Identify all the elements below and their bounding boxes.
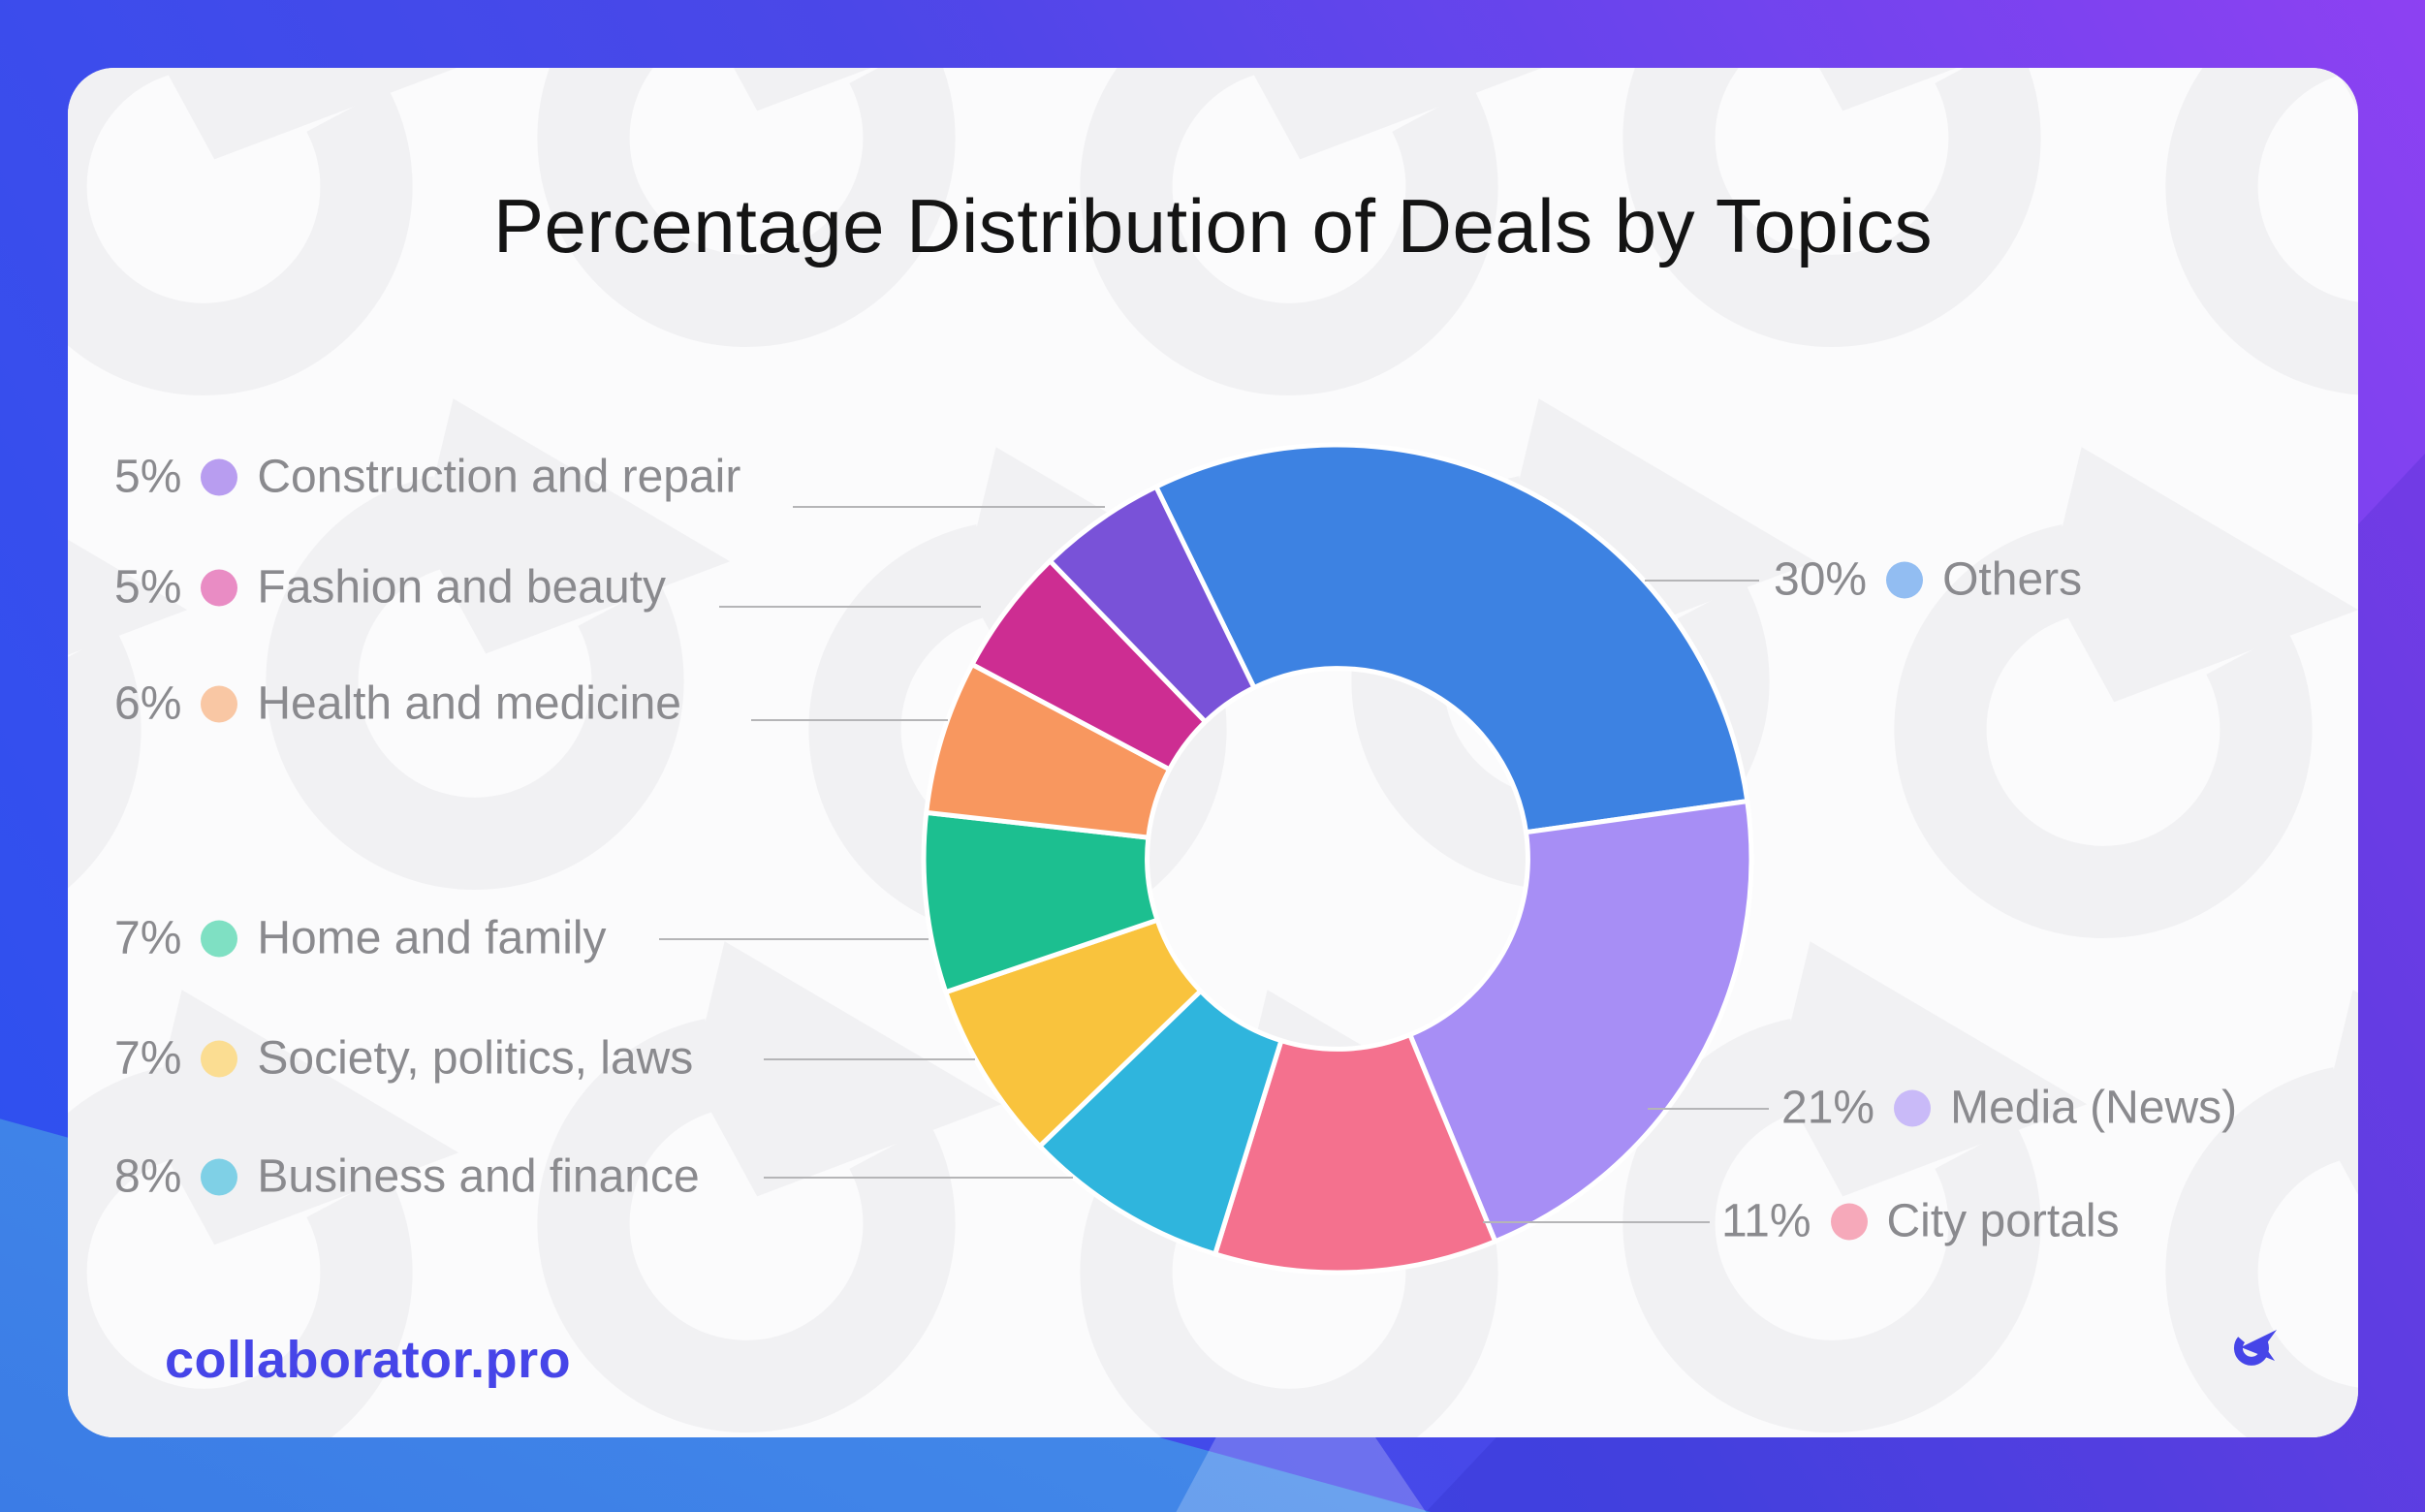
legend-percent: 21% [1781,1082,1875,1134]
leader-line-society-politics-laws [764,1058,975,1060]
legend-label: Media (News) [1950,1082,2238,1134]
donut-segment-city-portals [1212,1032,1498,1276]
leader-line-construction-and-repair [793,506,1105,508]
legend-item-others: 30% Others [1774,553,2082,607]
legend-dot-fashion-and-beauty [201,569,238,606]
leader-line-fashion-and-beauty [719,606,981,608]
page-title: Percentage Distribution of Deals by Topi… [493,183,1933,268]
legend-label: City portals [1886,1195,2120,1247]
leader-line-others [1645,580,1759,582]
legend-label: Health and medicine [257,677,681,730]
donut-segment-others [1153,442,1750,835]
legend-percent: 5% [114,561,182,614]
legend-item-society-politics-laws: 7% Society, politics, laws [114,1032,693,1086]
legend-percent: 5% [114,451,182,503]
legend-dot-society-politics-laws [201,1040,238,1077]
leader-line-health-and-medicine [751,719,948,721]
leader-line-home-and-family [659,938,929,940]
legend-dot-business-and-finance [201,1158,238,1195]
brand-link[interactable]: collaborator.pro [165,1331,572,1389]
collaborator-logo-icon [2233,1330,2277,1366]
leader-line-city-portals [1483,1221,1710,1223]
legend-item-home-and-family: 7% Home and family [114,912,607,965]
leader-line-media-news [1648,1108,1769,1110]
legend-item-city-portals: 11% City portals [1721,1195,2120,1248]
donut-segment-construction-and-repair [1047,484,1257,725]
legend-item-business-and-finance: 8% Business and finance [114,1150,700,1204]
donut-segment-media-news [1407,799,1754,1244]
legend-dot-media-news [1894,1089,1932,1126]
leader-line-business-and-finance [764,1177,1073,1179]
legend-percent: 8% [114,1150,182,1203]
legend-dot-home-and-family [201,920,238,957]
legend-dot-city-portals [1830,1203,1868,1240]
legend-dot-construction-and-repair [201,458,238,495]
legend-item-construction-and-repair: 5% Construction and repair [114,451,740,504]
legend-label: Home and family [257,912,607,964]
legend-label: Others [1942,553,2083,606]
chart-card: Percentage Distribution of Deals by Topi… [68,68,2358,1437]
legend-label: Construction and repair [257,451,741,503]
legend-item-health-and-medicine: 6% Health and medicine [114,677,681,731]
legend-percent: 6% [114,677,182,730]
legend-item-media-news: 21% Media (News) [1781,1082,2237,1135]
legend-dot-health-and-medicine [201,685,238,722]
legend-label: Fashion and beauty [257,561,667,614]
legend-dot-others [1886,561,1924,598]
legend-label: Society, politics, laws [257,1032,694,1085]
legend-percent: 11% [1721,1195,1811,1247]
legend-percent: 7% [114,912,182,964]
legend-percent: 7% [114,1032,182,1085]
legend-item-fashion-and-beauty: 5% Fashion and beauty [114,561,666,614]
legend-percent: 30% [1774,553,1868,606]
legend-label: Business and finance [257,1150,700,1203]
donut-chart [921,442,1754,1276]
